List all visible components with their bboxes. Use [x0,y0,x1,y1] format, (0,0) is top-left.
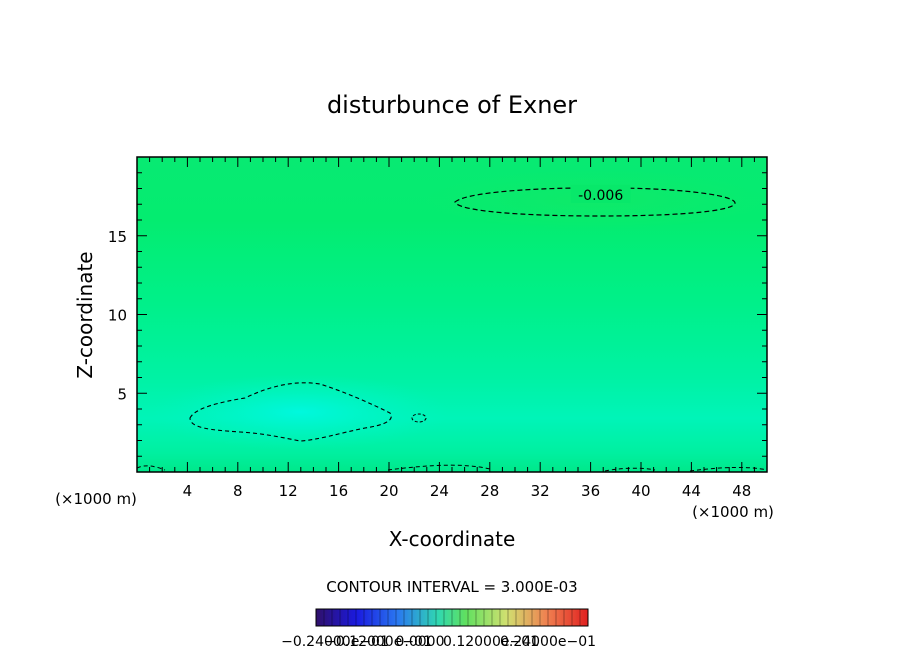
x-tick-label: 24 [430,482,449,500]
y-tick-label: 15 [108,228,127,246]
colorbar-tick-labels: −0.24000e−01−0.12000e−010.00000.12000e−0… [281,634,596,650]
y-tick-label: 5 [117,385,127,403]
colorbar-tick-label: −0.24000e−01 [281,634,389,650]
x-tick-label: 28 [480,482,499,500]
contour-lower [189,382,392,442]
y-tick-label: 10 [108,307,127,325]
x-tick-label: 20 [379,482,398,500]
x-tick-label: 8 [233,482,243,500]
x-unit-left: (×1000 m) [55,490,137,508]
contour-bottom-1 [137,465,166,471]
x-tick-label: 16 [329,482,348,500]
x-tick-label: 32 [531,482,550,500]
y-axis: 5 10 15 [108,172,767,457]
colorbar-tick-label: 0.0000 [396,634,445,650]
contour-label-bg [570,184,631,203]
chart-title: disturbunce of Exner [327,91,577,119]
contour-labels: -0.006 [570,184,631,204]
contour-bottom-4 [689,466,767,472]
field-area [137,157,767,472]
x-tick-label: 4 [183,482,193,500]
x-tick-label: 36 [581,482,600,500]
y-axis-label: Z-coordinate [73,251,97,378]
x-tick-label: 12 [279,482,298,500]
contour-small [411,413,427,423]
x-unit-right: (×1000 m) [692,503,774,521]
x-tick-label: 40 [631,482,650,500]
contour-upper [454,187,736,217]
x-tick-label: 48 [732,482,751,500]
colorbar-tick-label: −0.12000e−01 [324,634,432,650]
x-tick-label: 44 [682,482,701,500]
x-axis: 4 8 12 16 20 24 28 32 36 40 44 48 [149,157,755,500]
contour-label: -0.006 [578,188,623,204]
colorbar-tick-label: 0.12000e−01 [443,634,539,650]
colorbar-bands [323,609,581,626]
colorbar [315,608,589,627]
colorbar-tick-label: 0.24000e−01 [500,634,596,650]
x-axis-label: X-coordinate [389,527,516,551]
contour-interval: CONTOUR INTERVAL = 3.000E-03 [326,578,577,596]
